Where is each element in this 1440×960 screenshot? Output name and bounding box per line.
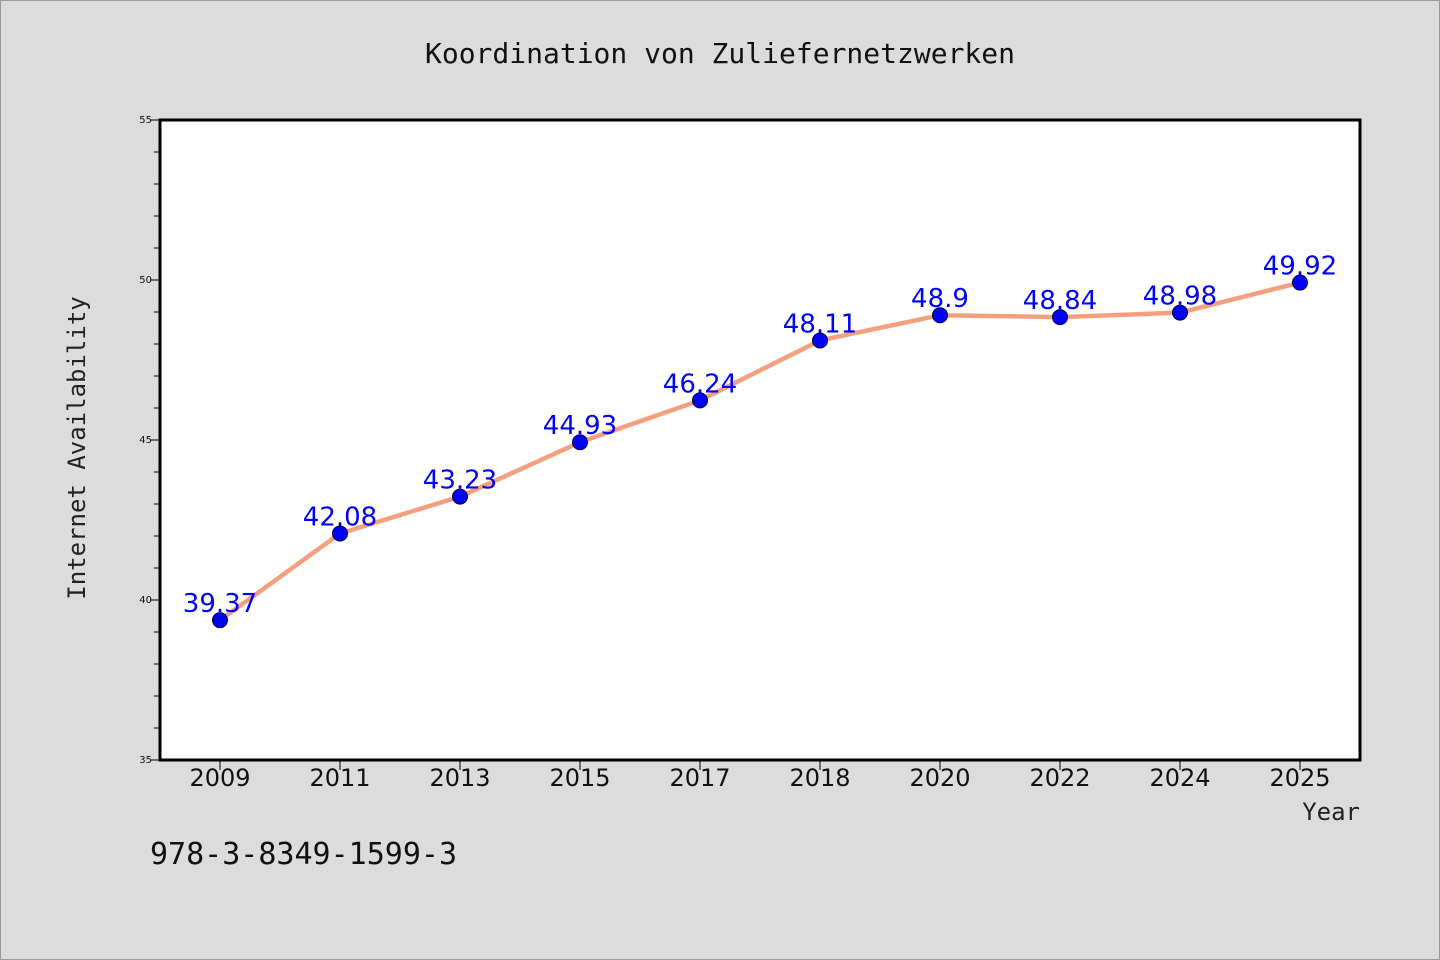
x-tick-label: 2015 [549,764,610,792]
data-label: 49.92 [1263,252,1337,282]
data-point [452,488,468,505]
y-tick-label: 55 [139,115,152,126]
data-label: 39.37 [183,589,257,619]
data-point [1172,304,1188,321]
data-label: 42.08 [303,502,377,532]
y-tick-label: 40 [139,595,152,606]
data-point [692,392,708,409]
x-tick-label: 2018 [789,764,850,792]
x-tick-label: 2011 [309,764,370,792]
x-tick-label: 2017 [669,764,730,792]
x-tick-label: 2020 [909,764,970,792]
data-point [932,307,948,324]
y-tick-label: 50 [139,275,152,286]
footnote-text: 978-3-8349-1599-3 [150,837,457,872]
y-tick-label: 35 [139,755,152,766]
data-point [212,612,228,629]
x-tick-label: 2025 [1269,764,1330,792]
data-point [572,434,588,451]
data-label: 44.93 [543,411,617,441]
x-tick-label: 2013 [429,764,490,792]
x-tick-label: 2009 [189,764,250,792]
data-label: 43.23 [423,466,497,496]
series-markers [212,274,1308,629]
x-axis-tick-labels: 2009 2011 2013 2015 2017 2018 2020 2022 2024 2025 [189,764,1330,792]
data-point [1052,309,1068,326]
plot-frame [158,118,1362,762]
y-tick-label: 45 [139,435,152,446]
series-line [217,280,1303,623]
data-label: 48.84 [1023,286,1097,316]
series-data-labels: 39.37 42.08 43.23 44.93 46.24 48.11 48.9 48.84 4… [183,252,1337,620]
x-tick-label: 2022 [1029,764,1090,792]
data-point [812,332,828,349]
y-axis-tick-labels: 35 40 45 50 55 [139,115,152,766]
data-point [1292,274,1308,291]
data-label: 48.98 [1143,282,1217,312]
chart-title: Koordination von Zuliefernetzwerken [425,37,1015,70]
x-axis-label: Year [1302,798,1360,826]
x-tick-label: 2024 [1149,764,1210,792]
x-axis-ticks [219,760,1301,770]
y-axis-label: Internet Availability [63,296,91,599]
data-label: 46.24 [663,369,737,399]
data-label: 48.9 [911,284,969,314]
data-label: 48.11 [783,309,857,339]
data-point [332,525,348,542]
plot-area [160,120,1360,760]
